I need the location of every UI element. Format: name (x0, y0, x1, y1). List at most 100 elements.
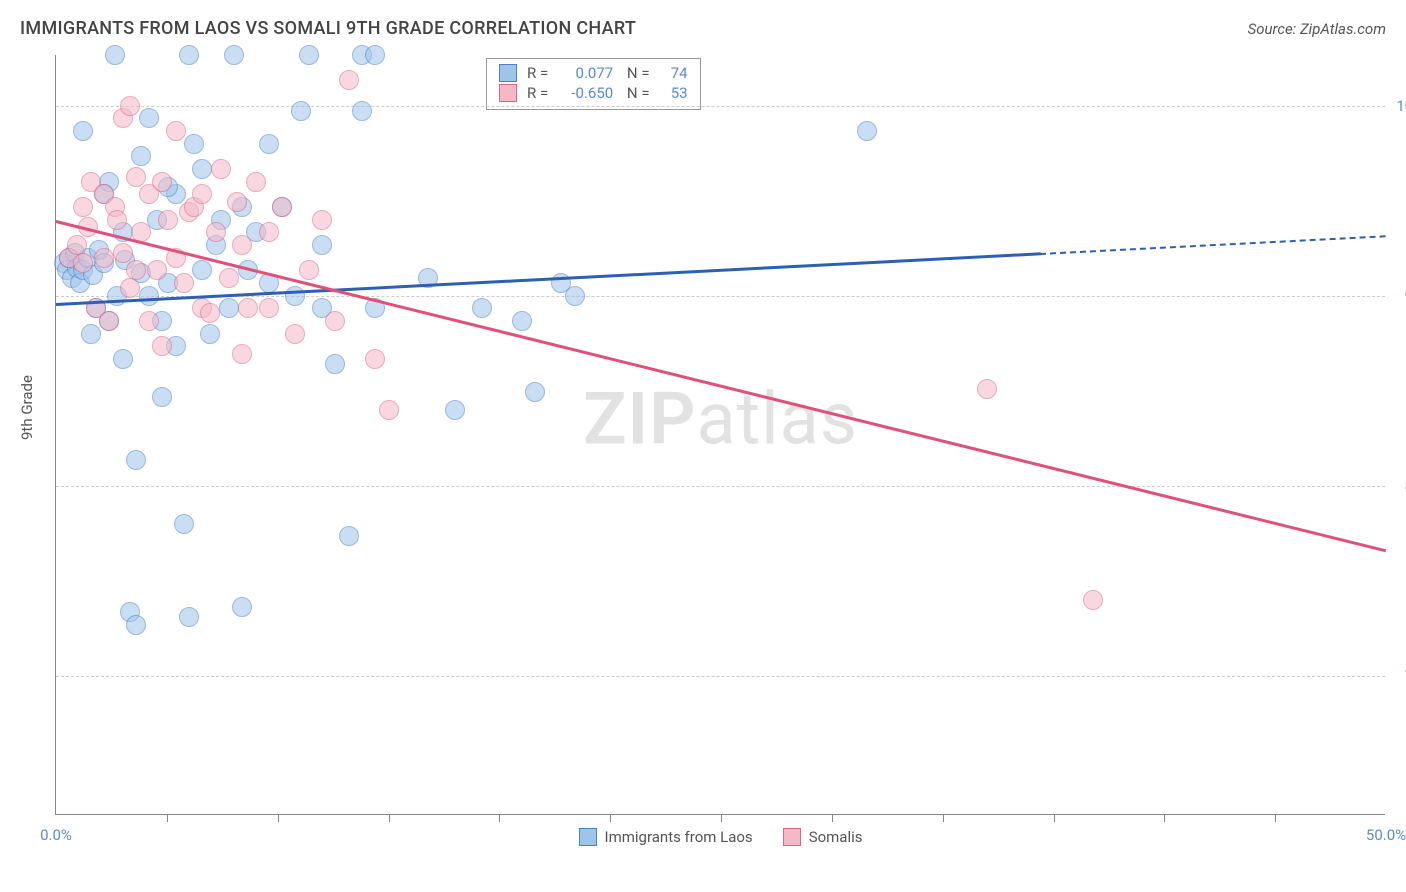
scatter-point (365, 45, 385, 65)
scatter-point (472, 298, 492, 318)
scatter-point (299, 260, 319, 280)
scatter-point (152, 387, 172, 407)
scatter-point (184, 134, 204, 154)
x-tick (610, 814, 611, 822)
x-tick (1054, 814, 1055, 822)
scatter-point (339, 526, 359, 546)
scatter-point (445, 400, 465, 420)
gridline (56, 106, 1385, 107)
scatter-point (139, 311, 159, 331)
scatter-point (1083, 590, 1103, 610)
scatter-point (94, 248, 114, 268)
scatter-point (857, 121, 877, 141)
scatter-point (232, 235, 252, 255)
scatter-point (139, 108, 159, 128)
scatter-point (174, 514, 194, 534)
scatter-point (120, 278, 140, 298)
scatter-point (105, 45, 125, 65)
legend-item-laos: Immigrants from Laos (579, 828, 753, 846)
swatch-laos (579, 828, 597, 846)
scatter-point (73, 197, 93, 217)
legend-label-laos: Immigrants from Laos (605, 828, 753, 846)
scatter-point (224, 45, 244, 65)
gridline (56, 296, 1385, 297)
source-attribution: Source: ZipAtlas.com (1248, 20, 1386, 38)
scatter-point (131, 146, 151, 166)
scatter-point (200, 303, 220, 323)
scatter-point (99, 311, 119, 331)
scatter-point (291, 101, 311, 121)
scatter-point (147, 260, 167, 280)
x-tick (389, 814, 390, 822)
scatter-point (379, 400, 399, 420)
gridline (56, 486, 1385, 487)
legend-label-somalis: Somalis (809, 828, 863, 846)
scatter-point (139, 286, 159, 306)
scatter-point (200, 324, 220, 344)
y-tick-label: 100.0% (1396, 97, 1406, 115)
scatter-point (179, 45, 199, 65)
scatter-point (120, 96, 140, 116)
scatter-point (227, 192, 247, 212)
scatter-point (285, 324, 305, 344)
scatter-point (126, 615, 146, 635)
scatter-point (352, 101, 372, 121)
scatter-point (238, 298, 258, 318)
scatter-point (232, 597, 252, 617)
scatter-point (73, 121, 93, 141)
stats-row-somalis: R = -0.650 N = 53 (499, 83, 688, 103)
scatter-point (312, 210, 332, 230)
x-tick (943, 814, 944, 822)
scatter-point (325, 354, 345, 374)
chart-header: IMMIGRANTS FROM LAOS VS SOMALI 9TH GRADE… (20, 18, 1386, 39)
scatter-point (219, 298, 239, 318)
x-tick (167, 814, 168, 822)
scatter-point (192, 260, 212, 280)
n-label: N = (623, 84, 649, 102)
scatter-point (107, 210, 127, 230)
scatter-point (272, 197, 292, 217)
x-tick (1164, 814, 1165, 822)
r-label: R = (527, 84, 548, 102)
r-label: R = (527, 64, 548, 82)
x-tick-label: 0.0% (40, 826, 72, 844)
scatter-point (259, 298, 279, 318)
scatter-point (232, 344, 252, 364)
scatter-point (113, 243, 133, 263)
scatter-point (325, 311, 345, 331)
scatter-point (339, 70, 359, 90)
legend-item-somalis: Somalis (783, 828, 863, 846)
scatter-point (977, 379, 997, 399)
x-tick (721, 814, 722, 822)
scatter-point (158, 210, 178, 230)
gridline (56, 676, 1385, 677)
x-tick-label: 50.0% (1366, 826, 1406, 844)
scatter-point (113, 349, 133, 369)
chart-title: IMMIGRANTS FROM LAOS VS SOMALI 9TH GRADE… (20, 18, 636, 39)
scatter-point (81, 324, 101, 344)
swatch-somalis (499, 84, 517, 102)
y-axis-label: 9th Grade (18, 375, 36, 440)
trend-line-extrapolated (1040, 235, 1386, 255)
x-tick (1275, 814, 1276, 822)
scatter-point (192, 159, 212, 179)
scatter-point (152, 172, 172, 192)
scatter-point (512, 311, 532, 331)
n-value-laos: 74 (660, 64, 688, 82)
scatter-point (206, 222, 226, 242)
scatter-point (211, 159, 231, 179)
scatter-point (219, 268, 239, 288)
scatter-point (126, 167, 146, 187)
scatter-point (312, 235, 332, 255)
stats-legend-box: R = 0.077 N = 74 R = -0.650 N = 53 (486, 58, 701, 110)
scatter-point (285, 286, 305, 306)
scatter-point (259, 134, 279, 154)
scatter-point (126, 450, 146, 470)
scatter-point (192, 184, 212, 204)
scatter-point (174, 273, 194, 293)
scatter-point (246, 172, 266, 192)
r-value-somalis: -0.650 (558, 84, 613, 102)
n-value-somalis: 53 (660, 84, 688, 102)
series-legend: Immigrants from Laos Somalis (579, 828, 863, 846)
scatter-point (152, 336, 172, 356)
